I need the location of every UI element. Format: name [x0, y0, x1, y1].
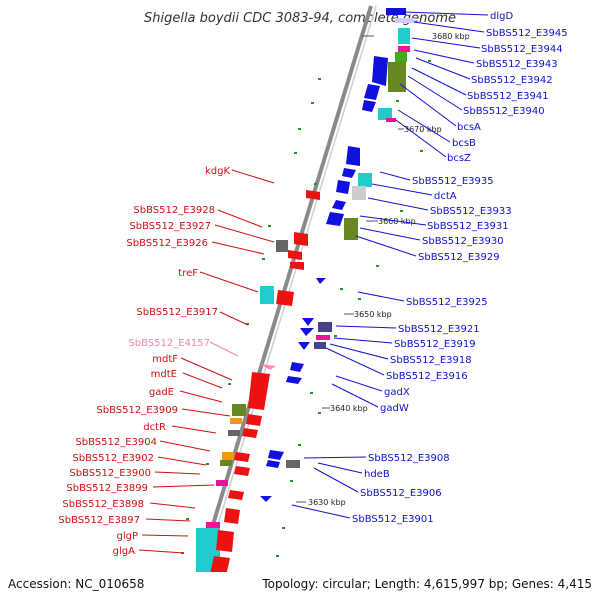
pink-leader-line — [209, 341, 239, 357]
tick-label: 3680 kbp — [432, 32, 470, 41]
gene-label: SbBS512_E3942 — [471, 75, 553, 86]
gene-label: kdgK — [205, 166, 230, 177]
gene-label: gadW — [380, 403, 409, 414]
gene-label: SbBS512_E3940 — [463, 106, 545, 117]
gene-label: SbBS512_E3944 — [481, 44, 563, 55]
map-title: Shigella boydii CDC 3083-94, complete ge… — [144, 11, 456, 26]
gene-label: SbBS512_E3941 — [467, 91, 549, 102]
gene-label-pink: SbBS512_E4157 — [128, 338, 210, 349]
gene-label: SbBS512_E3917 — [136, 307, 218, 318]
gene-label: SbBS512_E3931 — [427, 221, 509, 232]
gene-label: glgA — [113, 546, 135, 557]
gene-label: SbBS512_E3933 — [430, 206, 512, 217]
gene-label: hdeB — [364, 469, 390, 480]
left-leader-lines — [138, 169, 275, 554]
gene-label: SbBS512_E3935 — [412, 176, 494, 187]
orf-dots — [172, 60, 431, 582]
gene-label: SbBS512_E3906 — [360, 488, 442, 499]
gene-label: SbBS512_E3943 — [476, 59, 558, 70]
gene-label: SbBS512_E3919 — [394, 339, 476, 350]
gene-label: bcsZ — [447, 153, 471, 164]
gene-label: SbBS512_E3902 — [72, 453, 154, 464]
tick-label: 3670 kbp — [404, 125, 442, 134]
gene-label: gadE — [149, 387, 174, 398]
gene-label: SbBS512_E3926 — [126, 238, 208, 249]
accession-text: Accession: NC_010658 — [8, 577, 144, 591]
gene-label: SbBS512_E3899 — [66, 483, 148, 494]
gene-label: SbBS512_E3909 — [96, 405, 178, 416]
topology-summary: Topology: circular; Length: 4,615,997 bp… — [261, 577, 592, 591]
gene-label: dlgD — [490, 11, 513, 22]
gene-label: SbBS512_E3898 — [62, 499, 144, 510]
gene-label: dctR — [143, 422, 166, 433]
gene-label: SbBS512_E3930 — [422, 236, 504, 247]
gene-label: dctA — [434, 191, 457, 202]
gene-label: SbBS512_E3927 — [129, 221, 211, 232]
gene-label: SbBS512_E3929 — [418, 252, 500, 263]
gene-label: SbBS512_E3908 — [368, 453, 450, 464]
gene-label: bcsB — [452, 138, 476, 149]
gene-label: bcsA — [457, 122, 481, 133]
gene-label: SbBS512_E3900 — [69, 468, 151, 479]
gene-label: mdtF — [152, 354, 178, 365]
gene-label: SbBS512_E3918 — [390, 355, 472, 366]
gene-label: SbBS512_E3928 — [133, 205, 215, 216]
tick-label: 3650 kbp — [354, 310, 392, 319]
gene-label: SbBS512_E3921 — [398, 324, 480, 335]
kbp-ticks: 3680 kbp 3670 kbp 3660 kbp 3650 kbp 3640… — [296, 32, 470, 507]
gene-features — [178, 8, 415, 600]
right-gene-labels: dlgD SbBS512_E3945 SbBS512_E3944 SbBS512… — [352, 11, 568, 525]
left-gene-labels: kdgK SbBS512_E3928 SbBS512_E3927 SbBS512… — [58, 166, 230, 557]
footer-background — [0, 572, 600, 600]
gene-label: glgP — [116, 531, 138, 542]
gene-label: mdtE — [151, 369, 177, 380]
tick-label: 3630 kbp — [308, 498, 346, 507]
gene-label: SbBS512_E3945 — [486, 28, 568, 39]
tick-label: 3640 kbp — [330, 404, 368, 413]
right-leader-lines — [291, 11, 489, 519]
gene-label: SbBS512_E3901 — [352, 514, 434, 525]
gene-label: SbBS512_E3897 — [58, 515, 140, 526]
gene-label: SbBS512_E3925 — [406, 297, 488, 308]
gene-label: treF — [178, 268, 198, 279]
gene-label: SbBS512_E3916 — [386, 371, 468, 382]
gene-label: gadX — [384, 387, 410, 398]
gene-label: SbBS512_E3904 — [75, 437, 157, 448]
